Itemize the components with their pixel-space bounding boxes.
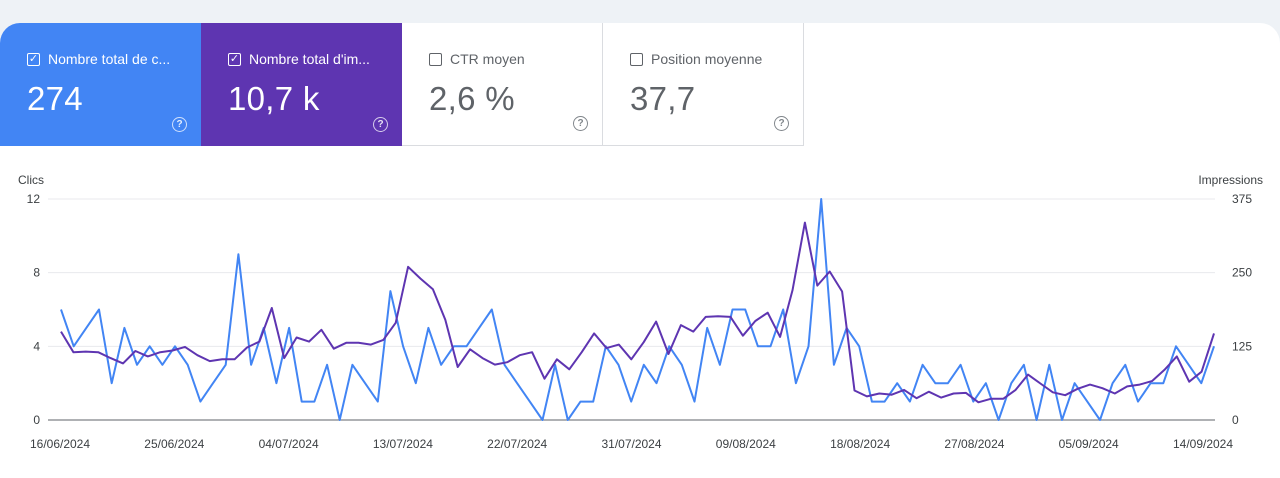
help-icon[interactable]: ? [573,116,588,131]
metric-card-header: CTR moyen [429,51,525,67]
metric-card-clicks[interactable]: ✓ Nombre total de c... 274 ? [0,23,201,146]
x-tick-label: 14/09/2024 [1173,437,1233,451]
x-tick-label: 13/07/2024 [373,437,433,451]
y-right-tick-label: 0 [1232,413,1239,427]
help-icon[interactable]: ? [774,116,789,131]
series-lines [60,198,1215,421]
axis-ticks: 12 375 8 250 4 125 0 0 16/06/2024 25/06/2024 04/07… [27,192,1253,451]
x-tick-label: 16/06/2024 [30,437,90,451]
y-left-tick-label: 0 [33,413,40,427]
y-left-tick-label: 8 [33,266,40,280]
y-right-tick-label: 375 [1232,192,1252,206]
metric-label: Nombre total de c... [48,51,171,67]
y-left-tick-label: 12 [27,192,41,206]
metric-card-position[interactable]: Position moyenne 37,7 ? [603,23,804,146]
metric-label: Nombre total d'im... [249,51,370,67]
help-icon[interactable]: ? [373,117,388,132]
x-tick-label: 04/07/2024 [259,437,319,451]
metric-card-header: ✓ Nombre total de c... [27,51,170,67]
help-icon[interactable]: ? [172,117,187,132]
x-tick-label: 22/07/2024 [487,437,547,451]
checkbox-checked-icon[interactable]: ✓ [27,52,40,66]
series-line [60,198,1215,421]
grid [48,198,1215,421]
y-right-tick-label: 250 [1232,266,1252,280]
x-tick-label: 25/06/2024 [144,437,204,451]
checkbox-unchecked-icon[interactable] [630,52,643,66]
y-right-axis-label: Impressions [1198,173,1263,187]
x-tick-label: 27/08/2024 [944,437,1004,451]
metric-value: 2,6 % [429,80,515,117]
x-tick-label: 18/08/2024 [830,437,890,451]
y-left-tick-label: 4 [33,339,40,353]
metric-value: 37,7 [630,80,696,117]
y-right-tick-label: 125 [1232,339,1252,353]
checkbox-unchecked-icon[interactable] [429,52,442,66]
metric-card-ctr[interactable]: CTR moyen 2,6 % ? [402,23,603,146]
metric-label: Position moyenne [651,51,763,67]
metric-value: 10,7 k [228,80,320,117]
x-tick-label: 05/09/2024 [1059,437,1119,451]
x-tick-label: 09/08/2024 [716,437,776,451]
x-tick-label: 31/07/2024 [601,437,661,451]
checkbox-checked-icon[interactable]: ✓ [228,52,241,66]
metric-card-impressions[interactable]: ✓ Nombre total d'im... 10,7 k ? [201,23,402,146]
metric-label: CTR moyen [450,51,525,67]
performance-panel: ✓ Nombre total de c... 274 ? ✓ Nombre to… [0,23,1280,478]
series-line [60,221,1215,404]
metric-card-header: Position moyenne [630,51,762,67]
metric-card-header: ✓ Nombre total d'im... [228,51,370,67]
metric-value: 274 [27,80,83,117]
y-left-axis-label: Clics [18,173,44,187]
